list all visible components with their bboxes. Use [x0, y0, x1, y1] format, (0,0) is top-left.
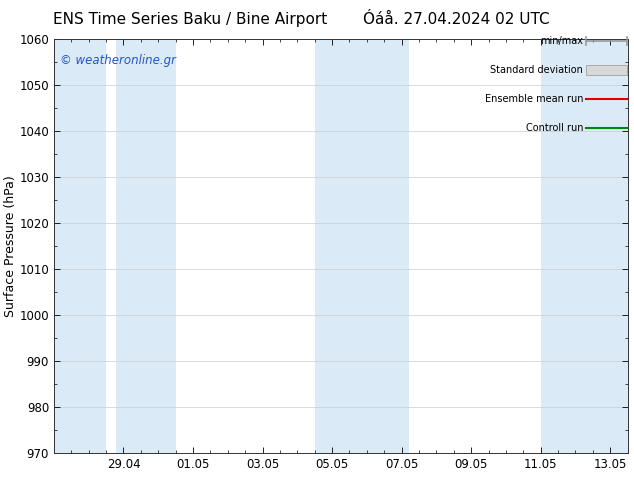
Text: Ensemble mean run: Ensemble mean run	[484, 94, 583, 104]
Text: ENS Time Series Baku / Bine Airport: ENS Time Series Baku / Bine Airport	[53, 12, 327, 27]
Text: Standard deviation: Standard deviation	[490, 65, 583, 75]
Bar	[314, 39, 408, 453]
Bar	[54, 39, 106, 453]
Text: Óáå. 27.04.2024 02 UTC: Óáå. 27.04.2024 02 UTC	[363, 12, 550, 27]
Y-axis label: Surface Pressure (hPa): Surface Pressure (hPa)	[4, 175, 16, 317]
Bar	[117, 39, 176, 453]
Text: © weatheronline.gr: © weatheronline.gr	[60, 54, 176, 67]
Bar	[541, 39, 628, 453]
Text: Controll run: Controll run	[526, 123, 583, 133]
Text: min/max: min/max	[540, 36, 583, 46]
